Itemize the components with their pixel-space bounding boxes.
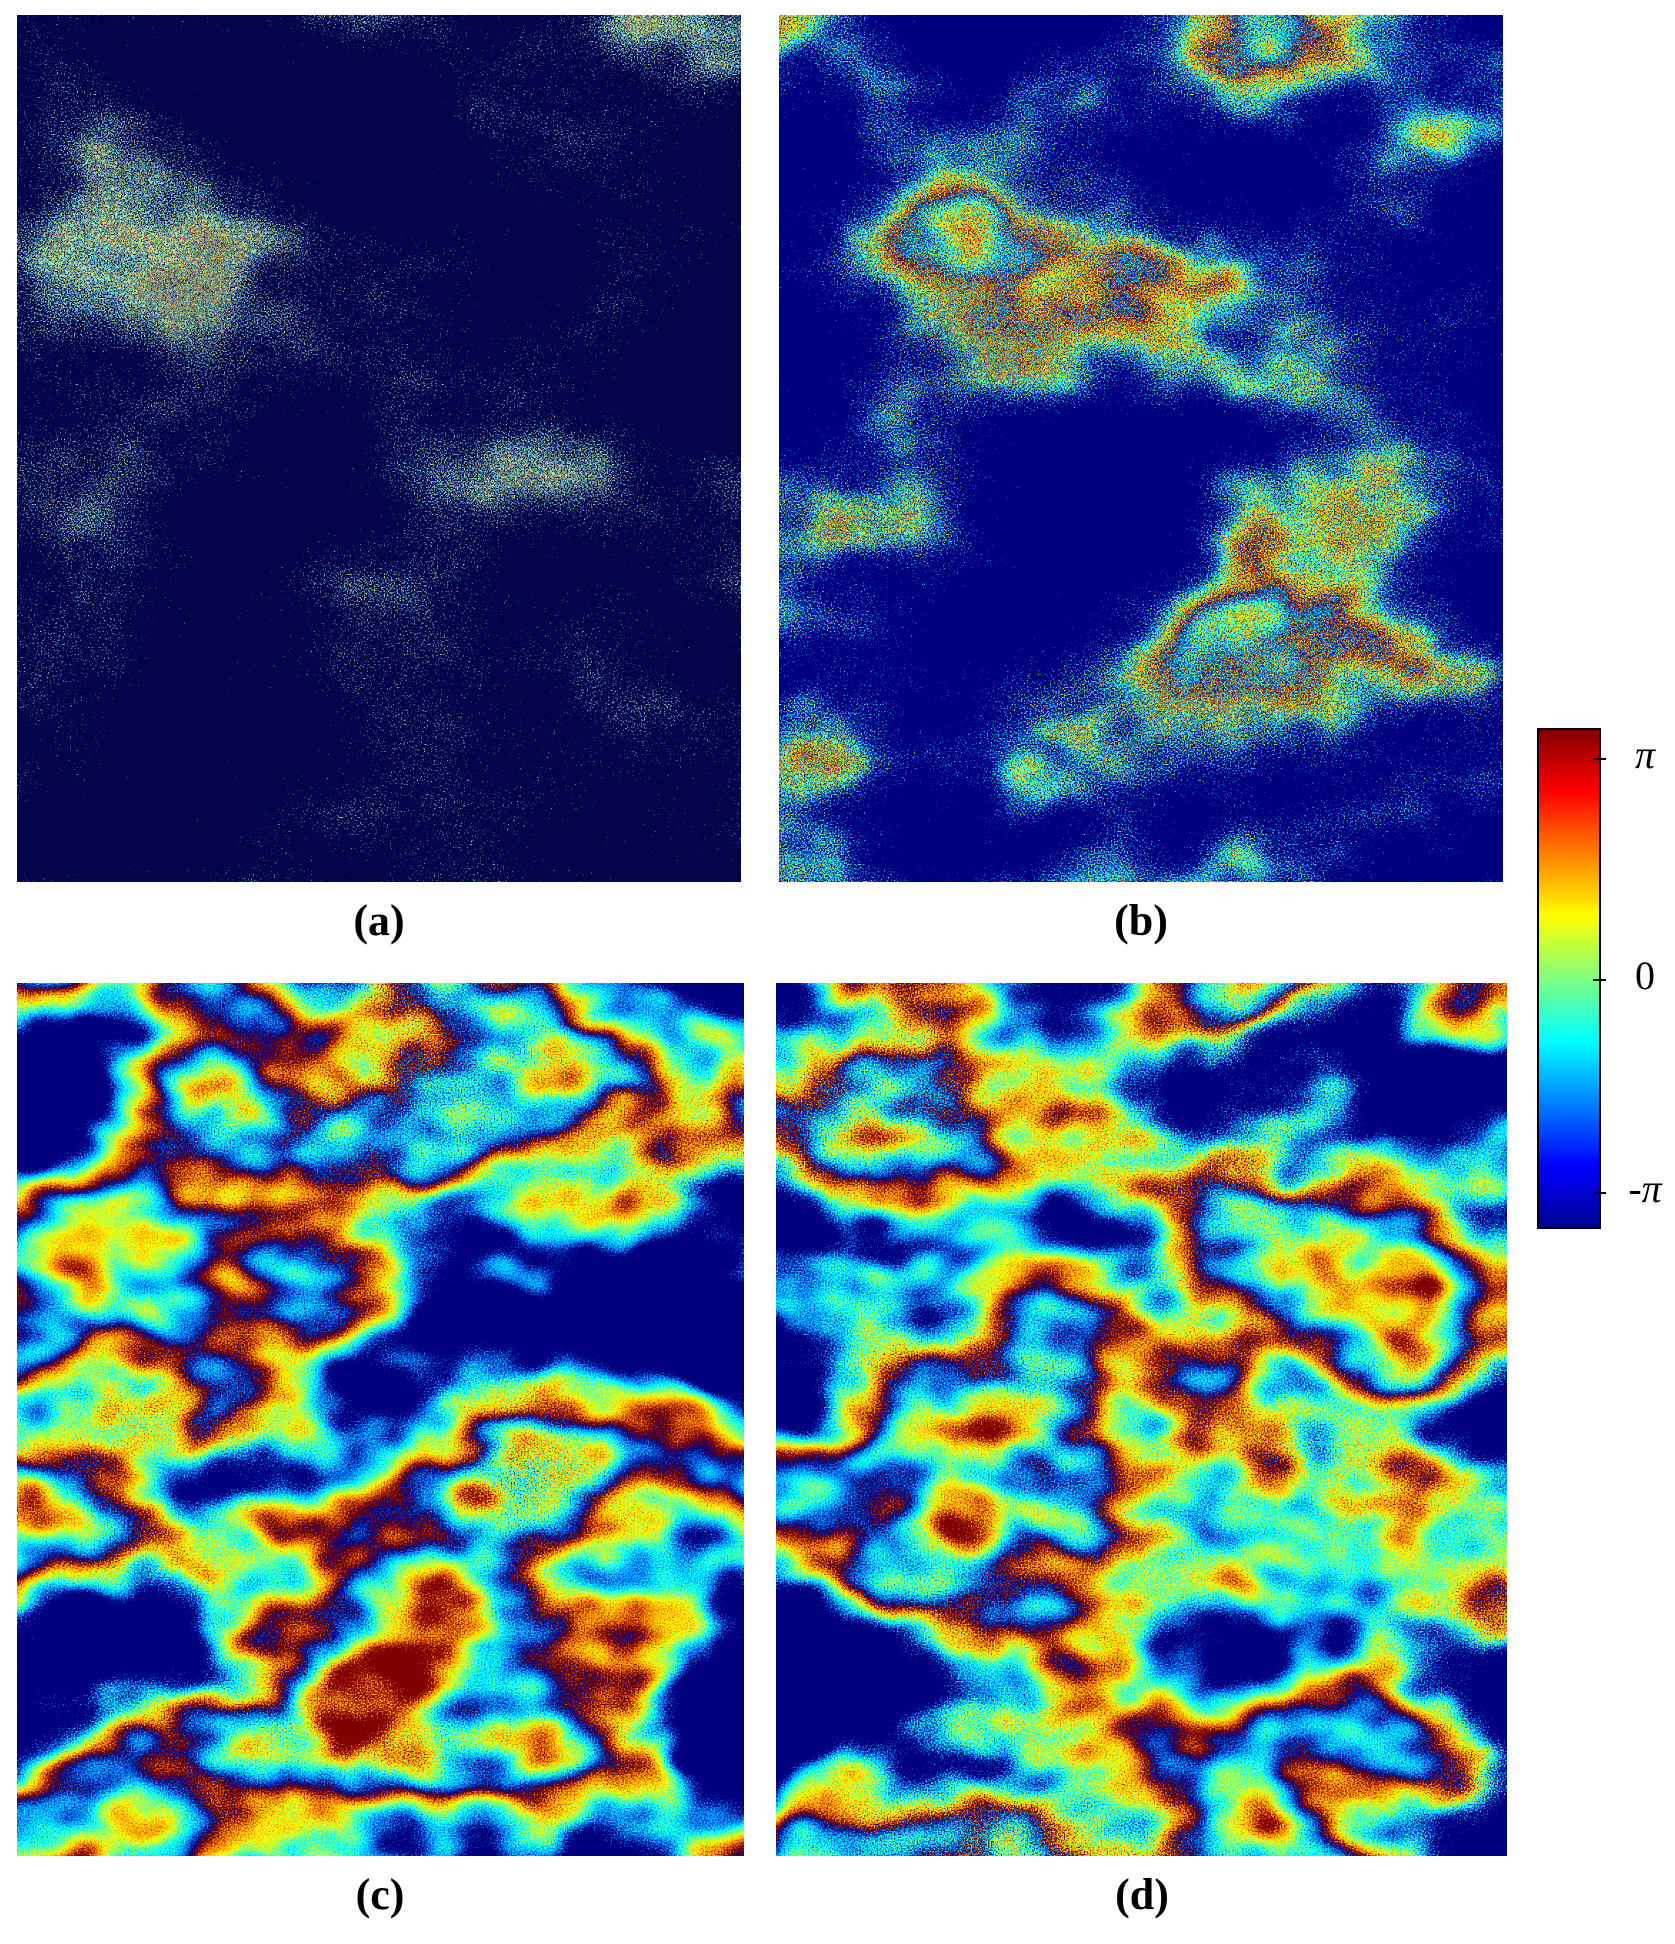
colorbar-tick-label: 0 (1635, 953, 1655, 998)
panel-label: (d) (1115, 1870, 1169, 1919)
phase-image (17, 15, 741, 882)
phase-image (17, 983, 744, 1856)
phase-image (779, 15, 1503, 882)
panel-label: (b) (1114, 896, 1168, 945)
colorbar-tick-label: -π (1628, 1166, 1662, 1211)
colorbar-tick-label: π (1635, 732, 1656, 777)
phase-image (776, 983, 1507, 1856)
colorbar: π 0 -π (1537, 728, 1663, 1229)
panel-label: (c) (356, 1870, 405, 1919)
panel-label: (a) (353, 896, 404, 945)
panels (17, 15, 1507, 1856)
colorbar-gradient (1537, 728, 1601, 1229)
